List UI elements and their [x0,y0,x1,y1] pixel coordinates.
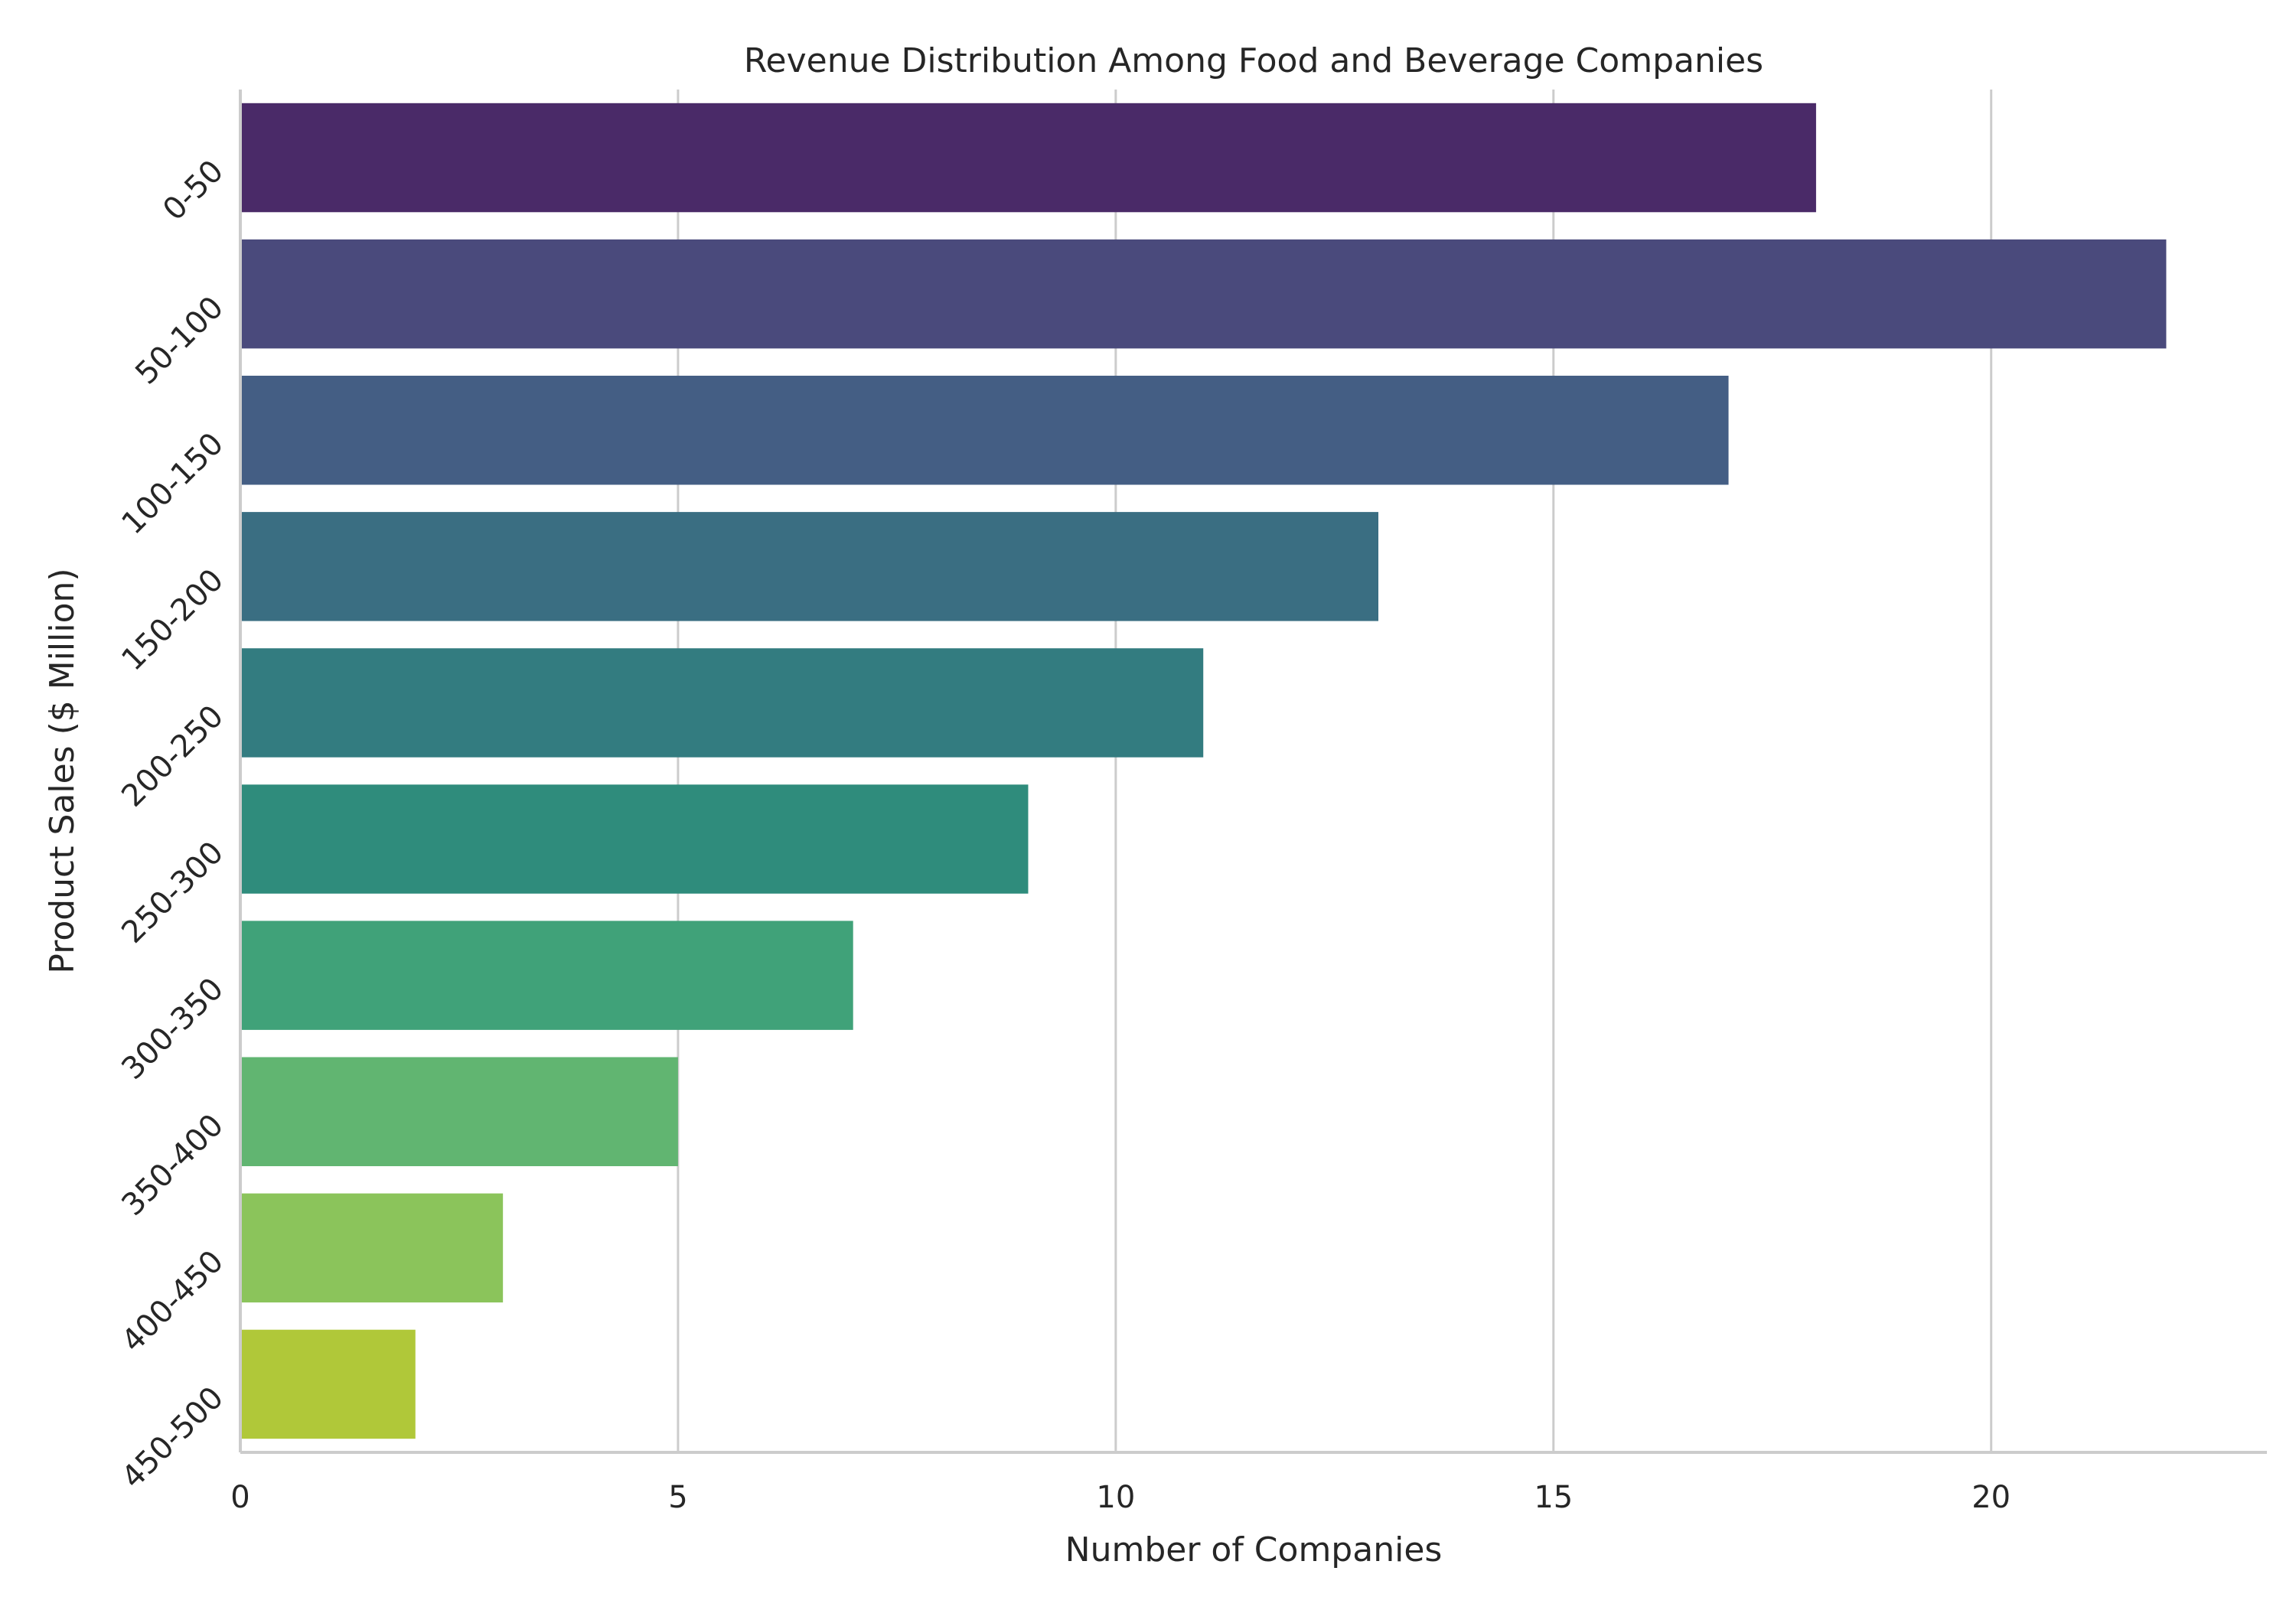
y-tick-label: 100-150 [115,426,230,542]
chart-title: Revenue Distribution Among Food and Beve… [744,41,1763,80]
y-tick-label: 200-250 [115,699,230,814]
bar [240,648,1204,758]
bar [240,103,1816,213]
y-tick-label: 50-100 [129,290,230,392]
x-axis-title: Number of Companies [1065,1530,1443,1569]
x-tick-label: 5 [668,1480,687,1515]
bar [240,1329,416,1439]
y-tick-label: 450-500 [115,1380,230,1495]
bar [240,784,1029,894]
bar [240,921,853,1030]
bar [240,376,1729,485]
y-tick-label: 400-450 [115,1243,230,1359]
bar [240,239,2167,349]
x-tick-label: 20 [1971,1480,2011,1515]
axes [239,90,2267,1454]
x-tick-label: 0 [230,1480,249,1515]
y-tick-label: 0-50 [156,154,230,228]
y-tick-label: 300-350 [115,971,230,1087]
y-tick-label: 350-400 [115,1107,230,1223]
x-tick-label: 10 [1096,1480,1135,1515]
y-axis-title: Product Sales ($ Million) [43,568,82,973]
bar [240,1057,678,1166]
y-tick-label: 150-200 [115,562,230,678]
bars [240,103,2167,1439]
x-tick-label: 15 [1534,1480,1573,1515]
bar [240,512,1378,621]
bar [240,1193,504,1303]
y-tick-label: 250-300 [115,835,230,950]
